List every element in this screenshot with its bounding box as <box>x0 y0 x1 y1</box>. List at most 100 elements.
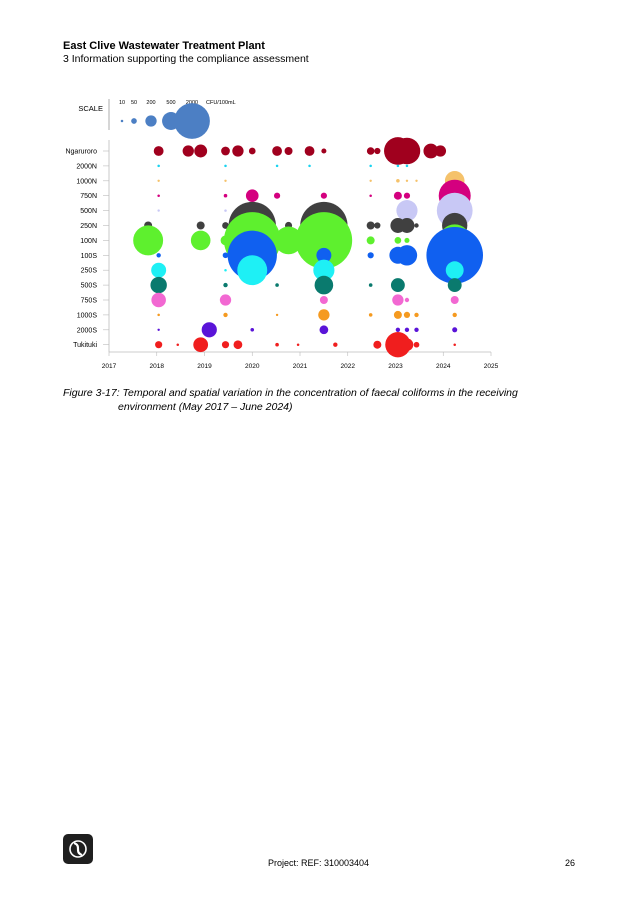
data-bubble <box>304 146 315 156</box>
data-bubble <box>396 179 400 183</box>
site-label: 100S <box>81 253 98 260</box>
data-bubble <box>157 313 160 317</box>
data-bubble <box>403 192 411 199</box>
data-bubble <box>237 255 268 286</box>
data-bubble <box>224 179 227 182</box>
data-bubble <box>219 294 232 306</box>
data-bubble <box>193 337 209 353</box>
faecal-coliform-bubble-chart: SCALE CFU/100mL 10 50 200 500 2000 Ngaruroro… <box>65 99 499 370</box>
scale-value-label: 50 <box>131 100 137 106</box>
scale-bubble <box>145 115 157 127</box>
data-bubble <box>151 262 167 278</box>
data-bubble <box>368 283 373 287</box>
data-bubble <box>316 247 332 263</box>
scale-value-label: 2000 <box>186 100 198 106</box>
site-label: 1000N <box>76 178 97 185</box>
data-bubble <box>201 322 217 338</box>
site-label: 2000S <box>77 327 98 334</box>
data-bubble <box>447 278 462 293</box>
data-bubble <box>366 147 375 155</box>
data-bubble <box>393 310 402 319</box>
data-bubble <box>395 327 401 332</box>
data-bubble <box>275 313 279 317</box>
site-label: 1000S <box>77 312 98 319</box>
data-bubble <box>405 164 409 168</box>
scale-legend: SCALE CFU/100mL 10 50 200 500 2000 <box>78 99 236 139</box>
data-bubble <box>399 218 415 233</box>
data-bubble <box>223 312 228 318</box>
scale-unit-label: CFU/100mL <box>206 100 236 106</box>
data-bubble <box>248 147 256 155</box>
data-bubble <box>368 313 373 317</box>
x-tick-label: 2023 <box>388 363 403 370</box>
data-bubble <box>403 311 411 318</box>
data-bubble <box>404 237 410 243</box>
data-bubble <box>394 237 402 244</box>
data-bubble <box>452 327 458 333</box>
data-bubble <box>320 192 327 199</box>
data-bubble <box>314 275 334 295</box>
data-bubble <box>319 325 329 335</box>
data-bubble <box>393 137 421 165</box>
data-bubble <box>221 146 230 156</box>
x-tick-label: 2020 <box>245 363 260 370</box>
data-bubble <box>157 328 160 331</box>
data-bubble <box>415 179 418 182</box>
site-label: 250S <box>81 268 98 275</box>
x-tick-label: 2024 <box>436 363 451 370</box>
data-bubble <box>245 189 259 203</box>
data-bubble <box>275 283 279 287</box>
site-label: 500S <box>81 283 98 290</box>
x-tick-label: 2017 <box>102 363 117 370</box>
site-label: 750S <box>81 298 98 305</box>
data-bubble <box>423 143 439 159</box>
data-bubble <box>415 149 418 153</box>
site-label: Ngaruroro <box>65 149 97 156</box>
data-bubble <box>453 343 456 346</box>
data-bubble <box>156 253 161 258</box>
data-bubble <box>272 146 282 156</box>
data-bubble <box>396 200 418 222</box>
data-bubble <box>224 164 227 168</box>
site-label: Tukituki <box>73 342 97 349</box>
site-label: 100N <box>80 238 97 245</box>
scale-label: SCALE <box>78 104 103 113</box>
data-bubble <box>275 164 279 168</box>
x-tick-label: 2018 <box>150 363 165 370</box>
data-bubble <box>385 332 411 358</box>
data-bubble <box>434 145 447 157</box>
data-bubble <box>233 340 243 350</box>
data-bubble <box>333 342 338 347</box>
data-bubble <box>151 292 166 308</box>
data-bubble <box>308 164 311 168</box>
site-label: 750N <box>80 193 97 200</box>
data-bubble <box>374 147 381 155</box>
scale-bubble <box>174 103 210 139</box>
data-bubble <box>404 297 410 303</box>
data-bubble <box>222 252 229 259</box>
figure-caption-line1: Figure 3-17: Temporal and spatial variat… <box>63 387 518 399</box>
data-bubble <box>400 338 414 352</box>
data-bubble <box>194 144 208 158</box>
data-bubble <box>157 209 160 212</box>
document-title: East Clive Wastewater Treatment Plant <box>63 40 265 52</box>
data-bubble <box>445 261 464 280</box>
data-bubble <box>392 294 404 306</box>
data-bubble <box>367 252 374 259</box>
data-bubble <box>374 222 381 229</box>
data-bubble <box>273 192 281 199</box>
data-bubble <box>404 327 410 332</box>
figure-caption-line2: environment (May 2017 – June 2024) <box>118 401 293 413</box>
data-bubble <box>133 225 164 256</box>
data-bubble <box>295 212 353 269</box>
data-bubble <box>369 194 372 197</box>
data-bubble <box>396 245 418 266</box>
data-bubble <box>222 222 229 229</box>
data-bubble <box>196 221 205 230</box>
x-tick-label: 2021 <box>293 363 308 370</box>
data-bubble <box>414 327 419 332</box>
x-tick-label: 2022 <box>341 363 356 370</box>
site-labels: Ngaruroro 2000N 1000N 750N 500N 250N 100N 100S 2… <box>65 149 109 349</box>
data-bubble <box>413 341 420 348</box>
data-bubble <box>275 342 279 347</box>
